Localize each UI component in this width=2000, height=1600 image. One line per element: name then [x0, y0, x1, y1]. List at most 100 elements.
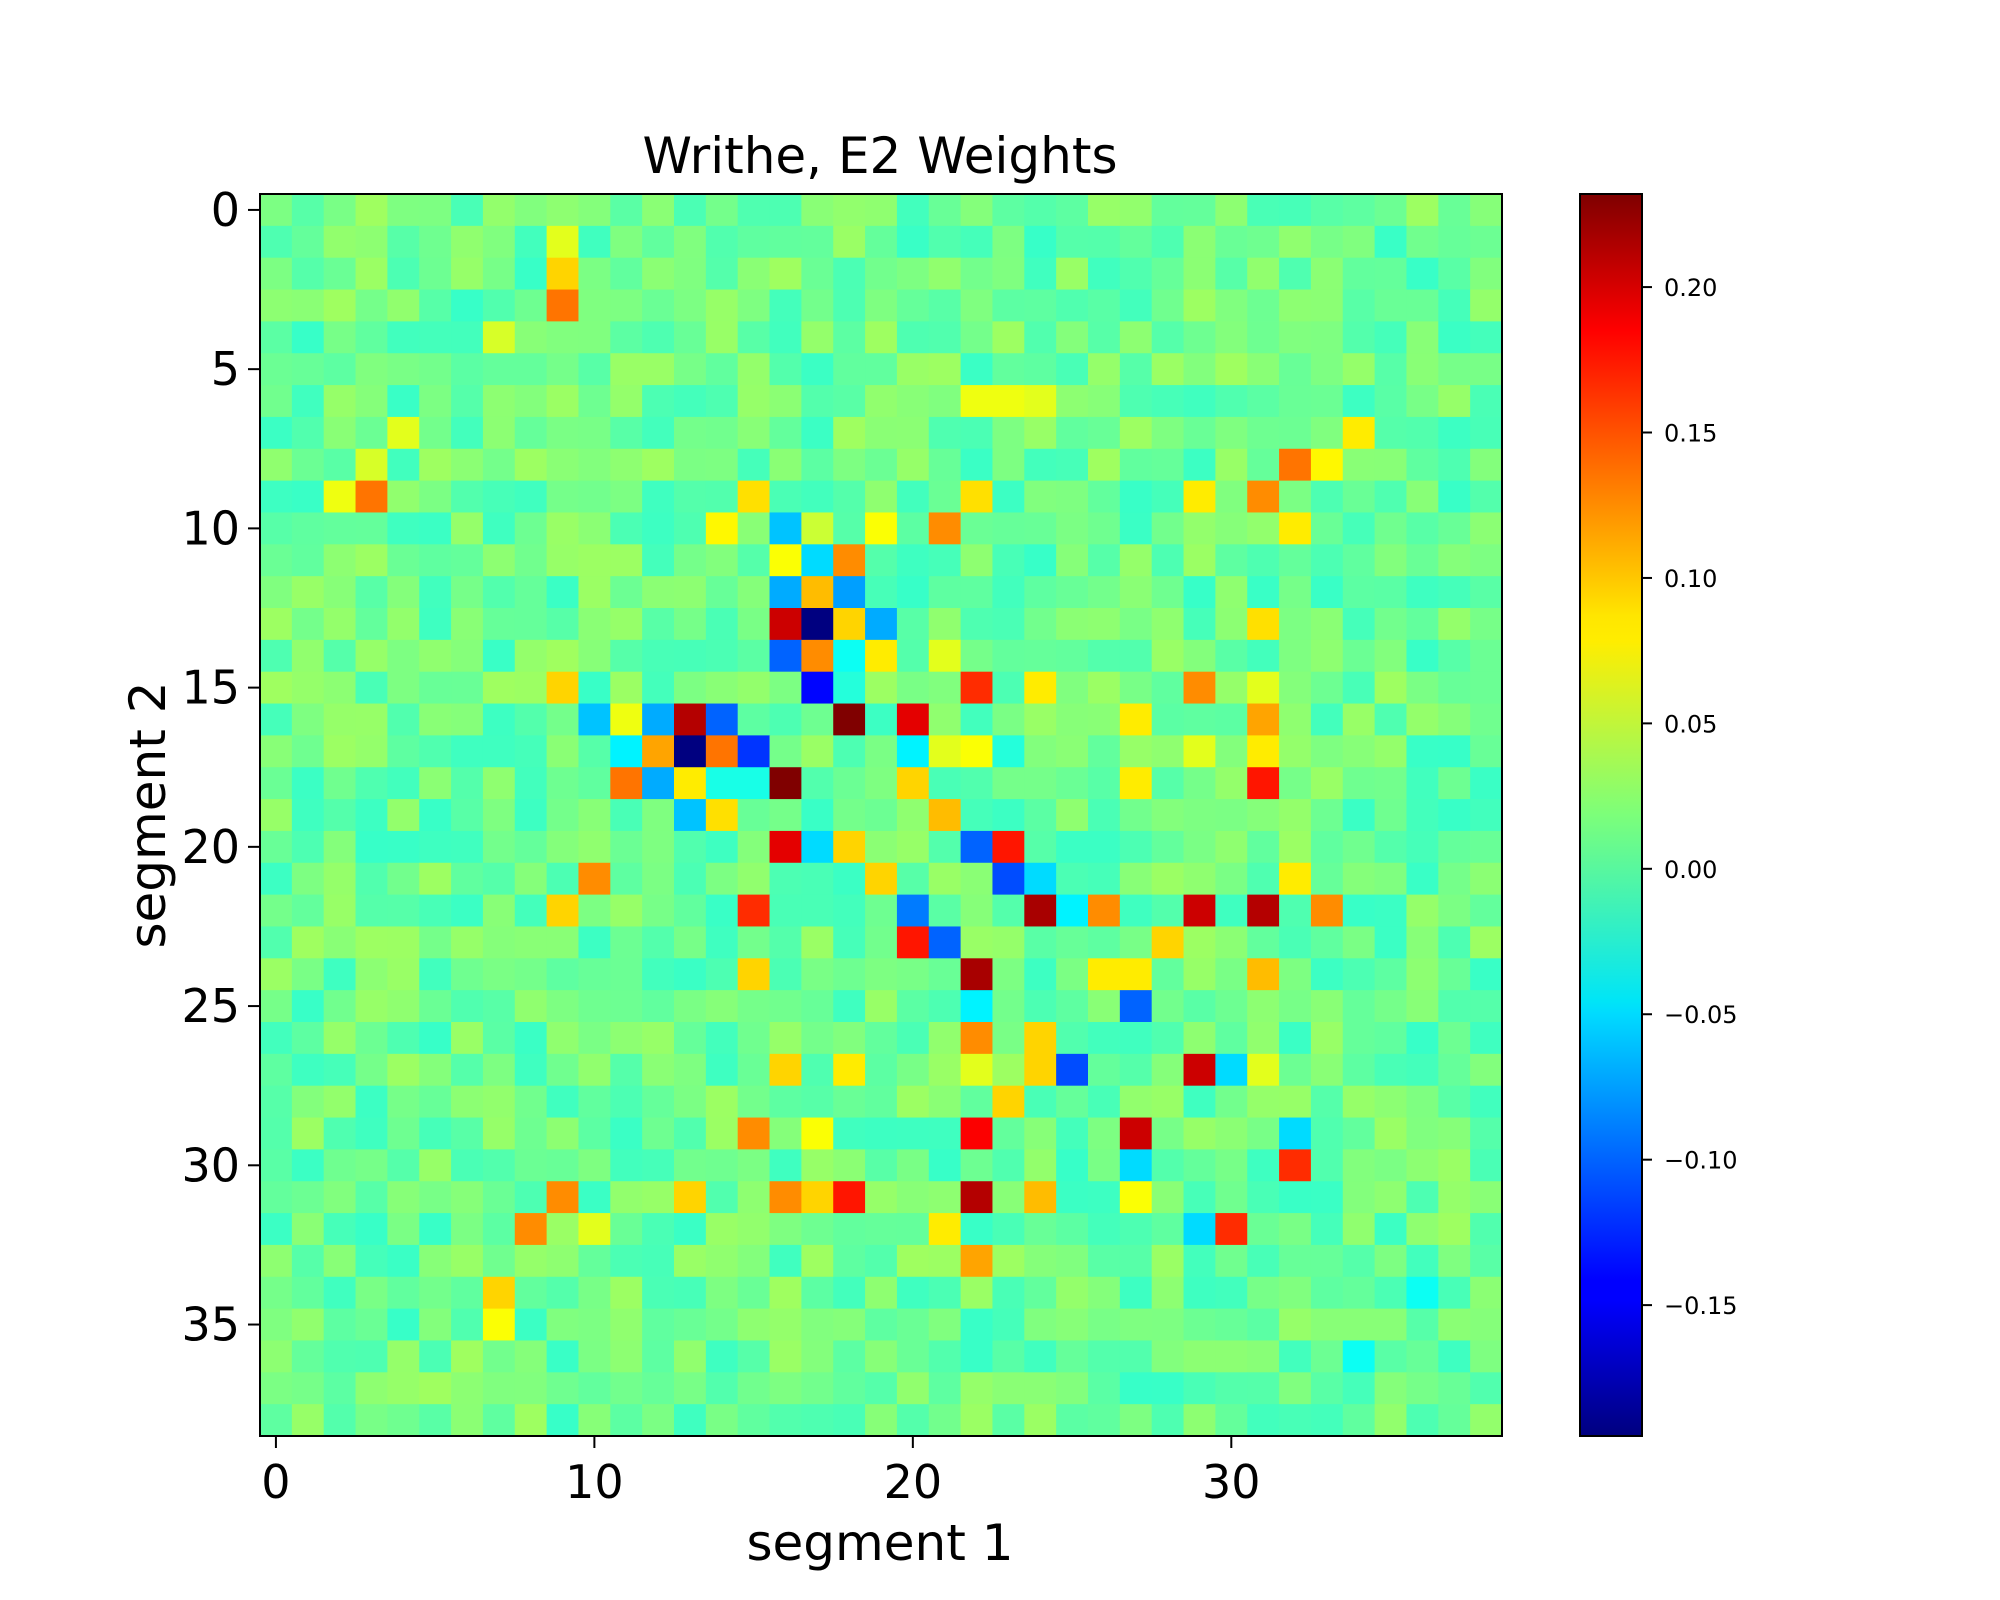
heatmap-cell	[833, 289, 866, 322]
heatmap-cell	[674, 671, 707, 705]
heatmap-cell	[546, 289, 580, 322]
heatmap-cell	[1279, 1308, 1312, 1342]
heatmap-cell	[992, 1308, 1025, 1342]
heatmap-cell	[260, 1149, 293, 1182]
heatmap-cell	[737, 1117, 771, 1150]
heatmap-cell	[1279, 576, 1312, 609]
heatmap-cell	[992, 671, 1025, 705]
heatmap-cell	[1247, 576, 1280, 609]
heatmap-cell	[1056, 1181, 1089, 1214]
heatmap-cell	[1374, 353, 1408, 386]
heatmap-cell	[1215, 926, 1248, 959]
heatmap-cell	[355, 1022, 388, 1055]
heatmap-cell	[1406, 480, 1439, 514]
heatmap-cell	[291, 767, 325, 800]
heatmap-cell	[1088, 480, 1121, 514]
heatmap-cell	[451, 1181, 484, 1214]
heatmap-cell	[291, 735, 325, 768]
heatmap-cell	[291, 990, 325, 1023]
heatmap-cell	[1151, 767, 1185, 800]
heatmap-cell	[1183, 194, 1216, 227]
heatmap-cell	[610, 1372, 643, 1405]
heatmap-cell	[833, 480, 866, 514]
heatmap-cell	[451, 799, 484, 832]
heatmap-cell	[642, 416, 675, 450]
heatmap-cell	[1088, 225, 1121, 259]
heatmap-cell	[1056, 512, 1089, 545]
heatmap-cell	[1279, 225, 1312, 259]
heatmap-cell	[610, 1276, 643, 1310]
heatmap-cell	[387, 1244, 420, 1278]
colorbar-tick-label: 0.10	[1664, 565, 1717, 593]
heatmap-cell	[482, 894, 516, 928]
heatmap-cell	[1056, 1308, 1089, 1342]
heatmap-cell	[1406, 194, 1439, 227]
heatmap-cell	[992, 194, 1025, 227]
heatmap-cell	[1279, 958, 1312, 991]
heatmap-cell	[355, 257, 388, 291]
heatmap-cell	[674, 1308, 707, 1342]
heatmap-cell	[578, 830, 611, 864]
heatmap-cell	[992, 416, 1025, 450]
heatmap-cell	[865, 480, 898, 514]
heatmap-cell	[260, 353, 293, 386]
heatmap-cell	[865, 958, 898, 991]
heatmap-cell	[769, 480, 802, 514]
heatmap-cell	[674, 703, 707, 736]
heatmap-cell	[801, 416, 834, 450]
heatmap-cell	[737, 1022, 771, 1055]
heatmap-cell	[578, 385, 611, 418]
heatmap-cell	[1342, 671, 1376, 705]
heatmap-cell	[578, 1340, 611, 1373]
heatmap-cell	[705, 894, 739, 928]
heatmap-cell	[1056, 1149, 1089, 1182]
heatmap-cell	[323, 639, 357, 673]
heatmap-cell	[323, 1308, 357, 1342]
heatmap-cell	[801, 1372, 834, 1405]
heatmap-cell	[578, 1022, 611, 1055]
heatmap-cell	[260, 544, 293, 577]
heatmap-cell	[833, 1181, 866, 1214]
heatmap-cell	[1183, 416, 1216, 450]
heatmap-cell	[674, 353, 707, 386]
heatmap-cell	[960, 639, 994, 673]
heatmap-cell	[896, 257, 930, 291]
heatmap-cell	[1438, 1404, 1471, 1437]
heatmap-cell	[260, 480, 293, 514]
heatmap-cell	[896, 703, 930, 736]
heatmap-cell	[546, 1213, 580, 1246]
heatmap-cell	[1119, 321, 1153, 354]
heatmap-cell	[1215, 1340, 1248, 1373]
heatmap-cell	[260, 735, 293, 768]
heatmap-cell	[1088, 608, 1121, 641]
heatmap-cell	[1024, 1308, 1057, 1342]
heatmap-cell	[674, 1117, 707, 1150]
heatmap-cell	[833, 830, 866, 864]
heatmap-cell	[642, 257, 675, 291]
heatmap-cell	[482, 767, 516, 800]
heatmap-cell	[896, 512, 930, 545]
heatmap-cell	[1024, 544, 1057, 577]
heatmap-cell	[833, 544, 866, 577]
heatmap-cell	[1024, 1053, 1057, 1087]
heatmap-cell	[1119, 1404, 1153, 1437]
heatmap-cell	[451, 990, 484, 1023]
heatmap-cell	[1374, 576, 1408, 609]
heatmap-cell	[674, 544, 707, 577]
y-tick-label: 20	[181, 820, 240, 874]
heatmap-cell	[865, 1149, 898, 1182]
heatmap-cell	[1438, 1244, 1471, 1278]
heatmap-cell	[610, 448, 643, 482]
heatmap-cell	[451, 289, 484, 322]
heatmap-cell	[865, 830, 898, 864]
heatmap-cell	[546, 194, 580, 227]
heatmap-cell	[323, 353, 357, 386]
heatmap-cell	[1374, 257, 1408, 291]
heatmap-cell	[1151, 321, 1185, 354]
heatmap-cell	[1024, 576, 1057, 609]
heatmap-cell	[896, 194, 930, 227]
heatmap-cell	[260, 576, 293, 609]
heatmap-cell	[1310, 1181, 1344, 1214]
heatmap-cell	[928, 1372, 962, 1405]
heatmap-cell	[260, 416, 293, 450]
